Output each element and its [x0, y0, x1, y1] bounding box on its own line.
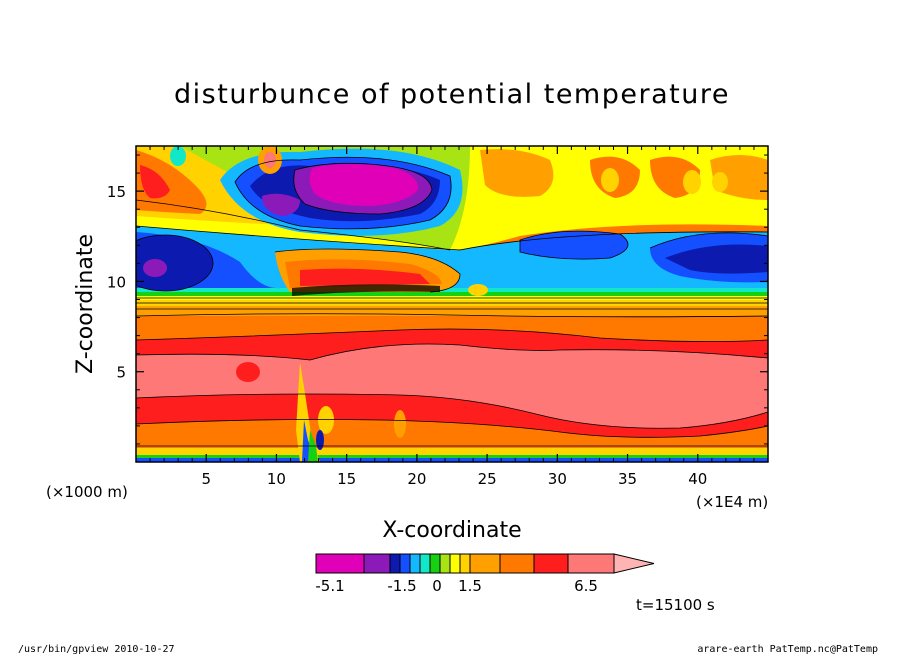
colorbar-segment	[429, 553, 441, 574]
colorbar-segment	[459, 553, 471, 574]
footer-left: /usr/bin/gpview 2010-10-27	[18, 644, 175, 654]
colorbar-labels: -5.1 -1.5 0 1.5 6.5	[315, 577, 598, 595]
colorbar-label: -5.1	[315, 577, 344, 595]
x-tick-label: 20	[407, 470, 426, 488]
x-tick-label: 35	[618, 470, 637, 488]
x-tick-label: 40	[688, 470, 707, 488]
colorbar-segment	[419, 553, 431, 574]
colorbar-segment	[399, 553, 411, 574]
colorbar-label: 1.5	[458, 577, 482, 595]
plot-area	[136, 146, 768, 462]
time-label: t=15100 s	[636, 596, 715, 614]
chart-title: disturbunce of potential temperature	[174, 79, 730, 110]
y-tick-label: 10	[107, 273, 126, 291]
colorbar-segment	[533, 553, 569, 574]
colorbar-label: -1.5	[387, 577, 416, 595]
colorbar-segment	[499, 553, 535, 574]
colorbar-segment	[567, 553, 615, 574]
colorbar-extension	[613, 553, 655, 574]
colorbar	[315, 553, 655, 574]
x-axis-label: X-coordinate	[382, 518, 521, 543]
x-axis: 5 10 15 20 25 30 35 40	[149, 146, 755, 488]
colorbar-segment	[449, 553, 461, 574]
colorbar-segment	[389, 553, 401, 574]
y-axis: 5 10 15	[107, 154, 768, 445]
footer-right: arare-earth_PatTemp.nc@PatTemp	[697, 644, 878, 654]
colorbar-segment	[363, 553, 391, 574]
x-tick-label: 5	[201, 470, 211, 488]
colorbar-segment	[409, 553, 421, 574]
plot-frame	[135, 145, 769, 463]
colorbar-segment	[315, 553, 365, 574]
y-tick-label: 15	[107, 183, 126, 201]
x-tick-label: 30	[548, 470, 567, 488]
x-unit-right: (×1E4 m)	[696, 493, 768, 511]
x-unit-left: (×1000 m)	[46, 483, 128, 501]
contour-lines	[136, 156, 768, 447]
y-tick-label: 5	[116, 364, 126, 382]
colorbar-label: 6.5	[574, 577, 598, 595]
colorbar-label: 0	[432, 577, 442, 595]
colorbar-segment	[469, 553, 501, 574]
x-tick-label: 15	[337, 470, 356, 488]
contour-bands	[136, 146, 768, 462]
x-tick-label: 25	[478, 470, 497, 488]
y-axis-label: Z-coordinate	[73, 234, 98, 374]
x-tick-label: 10	[267, 470, 286, 488]
colorbar-segment	[439, 553, 451, 574]
